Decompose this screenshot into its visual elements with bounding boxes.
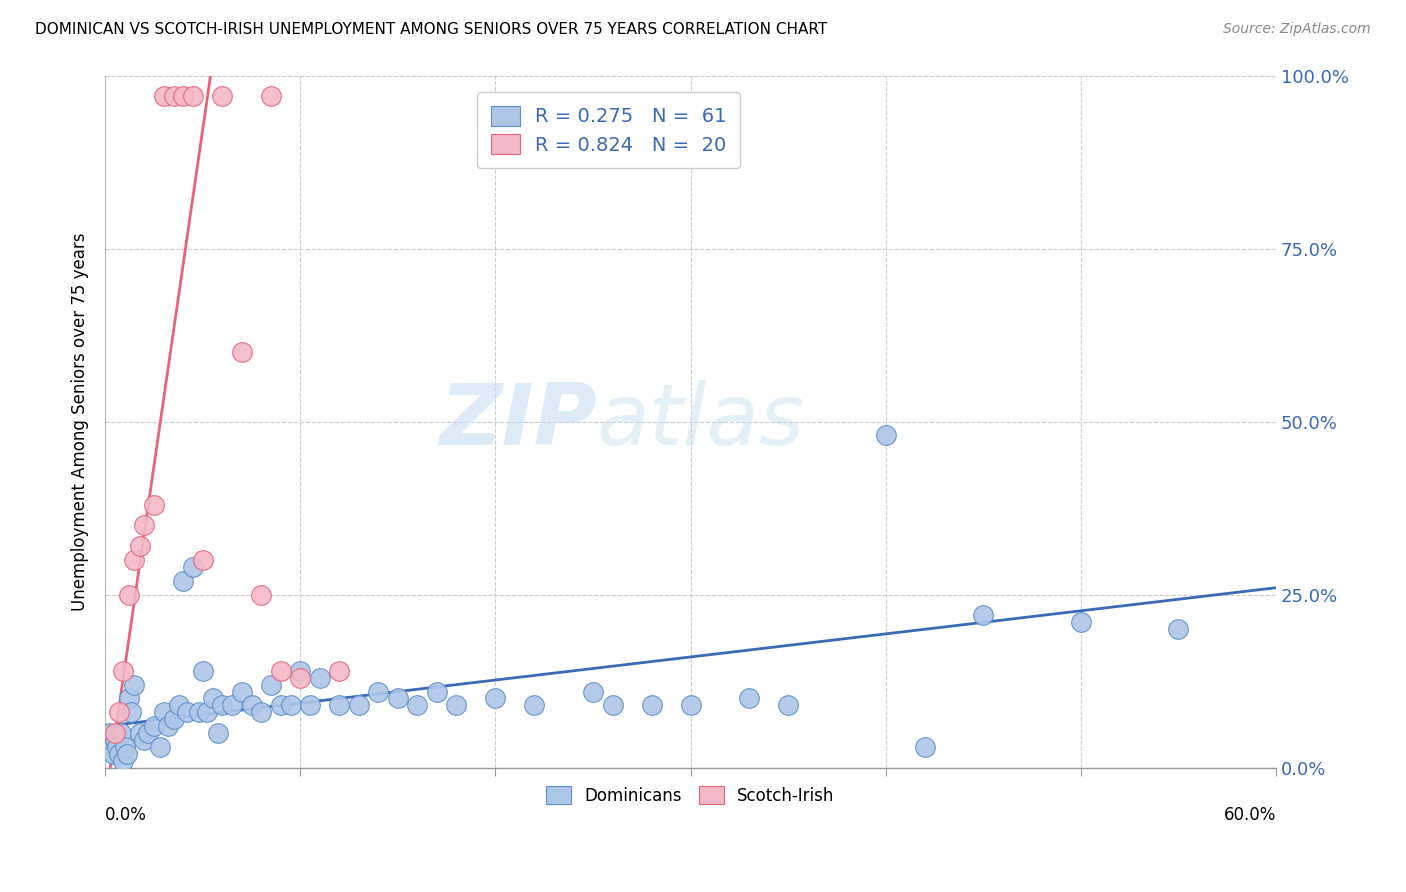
Point xyxy=(124,678,146,692)
Point xyxy=(426,684,449,698)
Point xyxy=(162,712,184,726)
Point xyxy=(207,726,229,740)
Point xyxy=(328,698,350,713)
Point xyxy=(108,706,131,720)
Point xyxy=(149,739,172,754)
Point xyxy=(211,698,233,713)
Point xyxy=(120,706,142,720)
Point xyxy=(136,726,159,740)
Point xyxy=(221,698,243,713)
Point xyxy=(176,706,198,720)
Point xyxy=(270,698,292,713)
Point xyxy=(181,560,204,574)
Point xyxy=(260,89,283,103)
Point xyxy=(679,698,702,713)
Point xyxy=(290,671,312,685)
Text: Source: ZipAtlas.com: Source: ZipAtlas.com xyxy=(1223,22,1371,37)
Point xyxy=(104,733,127,747)
Point xyxy=(152,706,174,720)
Point xyxy=(191,664,214,678)
Point xyxy=(98,726,121,740)
Point xyxy=(406,698,429,713)
Point xyxy=(231,345,253,359)
Point xyxy=(104,726,127,740)
Point xyxy=(108,747,131,761)
Point xyxy=(115,747,138,761)
Text: 0.0%: 0.0% xyxy=(105,805,148,824)
Point xyxy=(114,739,136,754)
Point xyxy=(191,553,214,567)
Point xyxy=(156,719,179,733)
Point xyxy=(111,664,134,678)
Text: atlas: atlas xyxy=(598,380,804,463)
Point xyxy=(280,698,302,713)
Point xyxy=(640,698,662,713)
Point xyxy=(914,739,936,754)
Point xyxy=(129,726,152,740)
Point xyxy=(446,698,468,713)
Point xyxy=(387,691,409,706)
Point xyxy=(172,574,194,588)
Point xyxy=(1167,622,1189,636)
Point xyxy=(101,747,124,761)
Point xyxy=(195,706,218,720)
Y-axis label: Unemployment Among Seniors over 75 years: Unemployment Among Seniors over 75 years xyxy=(72,232,89,611)
Point xyxy=(270,664,292,678)
Point xyxy=(105,739,128,754)
Point xyxy=(778,698,800,713)
Point xyxy=(347,698,370,713)
Point xyxy=(328,664,350,678)
Point xyxy=(201,691,224,706)
Point xyxy=(602,698,624,713)
Point xyxy=(290,664,312,678)
Point xyxy=(484,691,506,706)
Point xyxy=(111,754,134,768)
Point xyxy=(875,428,897,442)
Point xyxy=(1070,615,1092,630)
Point xyxy=(582,684,605,698)
Point xyxy=(117,691,139,706)
Point xyxy=(299,698,322,713)
Text: DOMINICAN VS SCOTCH-IRISH UNEMPLOYMENT AMONG SENIORS OVER 75 YEARS CORRELATION C: DOMINICAN VS SCOTCH-IRISH UNEMPLOYMENT A… xyxy=(35,22,827,37)
Point xyxy=(134,518,156,533)
Point xyxy=(972,608,994,623)
Point xyxy=(367,684,389,698)
Point xyxy=(231,684,253,698)
Point xyxy=(152,89,174,103)
Point xyxy=(250,588,273,602)
Point xyxy=(172,89,194,103)
Point xyxy=(738,691,761,706)
Point xyxy=(260,678,283,692)
Text: ZIP: ZIP xyxy=(439,380,598,463)
Point xyxy=(169,698,191,713)
Point xyxy=(162,89,184,103)
Point xyxy=(100,739,122,754)
Point xyxy=(181,89,204,103)
Text: 60.0%: 60.0% xyxy=(1223,805,1277,824)
Point xyxy=(129,539,152,553)
Point xyxy=(250,706,273,720)
Point xyxy=(143,498,166,512)
Point xyxy=(110,726,132,740)
Point xyxy=(117,588,139,602)
Legend: Dominicans, Scotch-Irish: Dominicans, Scotch-Irish xyxy=(540,780,841,812)
Point xyxy=(211,89,233,103)
Point xyxy=(143,719,166,733)
Point xyxy=(124,553,146,567)
Point xyxy=(308,671,330,685)
Point xyxy=(187,706,209,720)
Point xyxy=(240,698,263,713)
Point xyxy=(523,698,546,713)
Point xyxy=(134,733,156,747)
